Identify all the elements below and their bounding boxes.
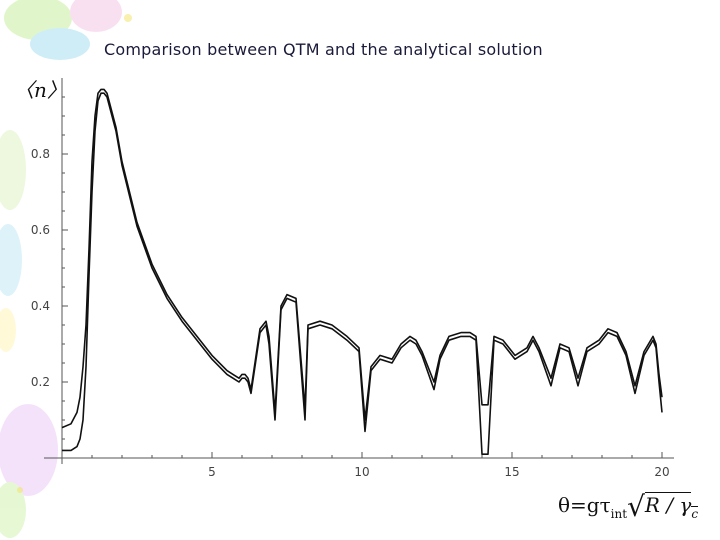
flower-icon — [0, 404, 58, 538]
star-icon — [17, 14, 132, 493]
x-axis-label-sub2: c — [691, 506, 699, 521]
balloon-icon — [4, 0, 122, 60]
y-axis-label: 〈n〉 — [14, 78, 67, 102]
series-line-1 — [61, 88, 663, 429]
x-tick-label: 10 — [354, 465, 369, 479]
cloud-icon — [0, 130, 26, 352]
x-tick-label: 5 — [208, 465, 216, 479]
x-tick-label: 15 — [504, 465, 519, 479]
x-axis-label-sub: int — [610, 507, 628, 521]
ticks: 5 10 15 20 0.2 0.4 0.6 0.8 — [31, 96, 670, 479]
sqrt-icon: √ — [627, 490, 645, 523]
y-tick-label: 0.4 — [31, 299, 50, 313]
x-tick-label: 20 — [654, 465, 669, 479]
x-axis-label-main: θ=gτ — [558, 493, 611, 517]
y-tick-label: 0.2 — [31, 375, 50, 389]
chart-title: Comparison between QTM and the analytica… — [104, 40, 543, 59]
x-axis-label: θ=gτint√R / γc — [558, 490, 699, 523]
y-tick-label: 0.6 — [31, 223, 50, 237]
y-tick-label: 0.8 — [31, 147, 50, 161]
x-axis-label-radicand: R / γ — [644, 492, 692, 517]
series-lines — [61, 88, 663, 455]
series-line-2 — [62, 92, 663, 455]
axes — [44, 78, 674, 464]
